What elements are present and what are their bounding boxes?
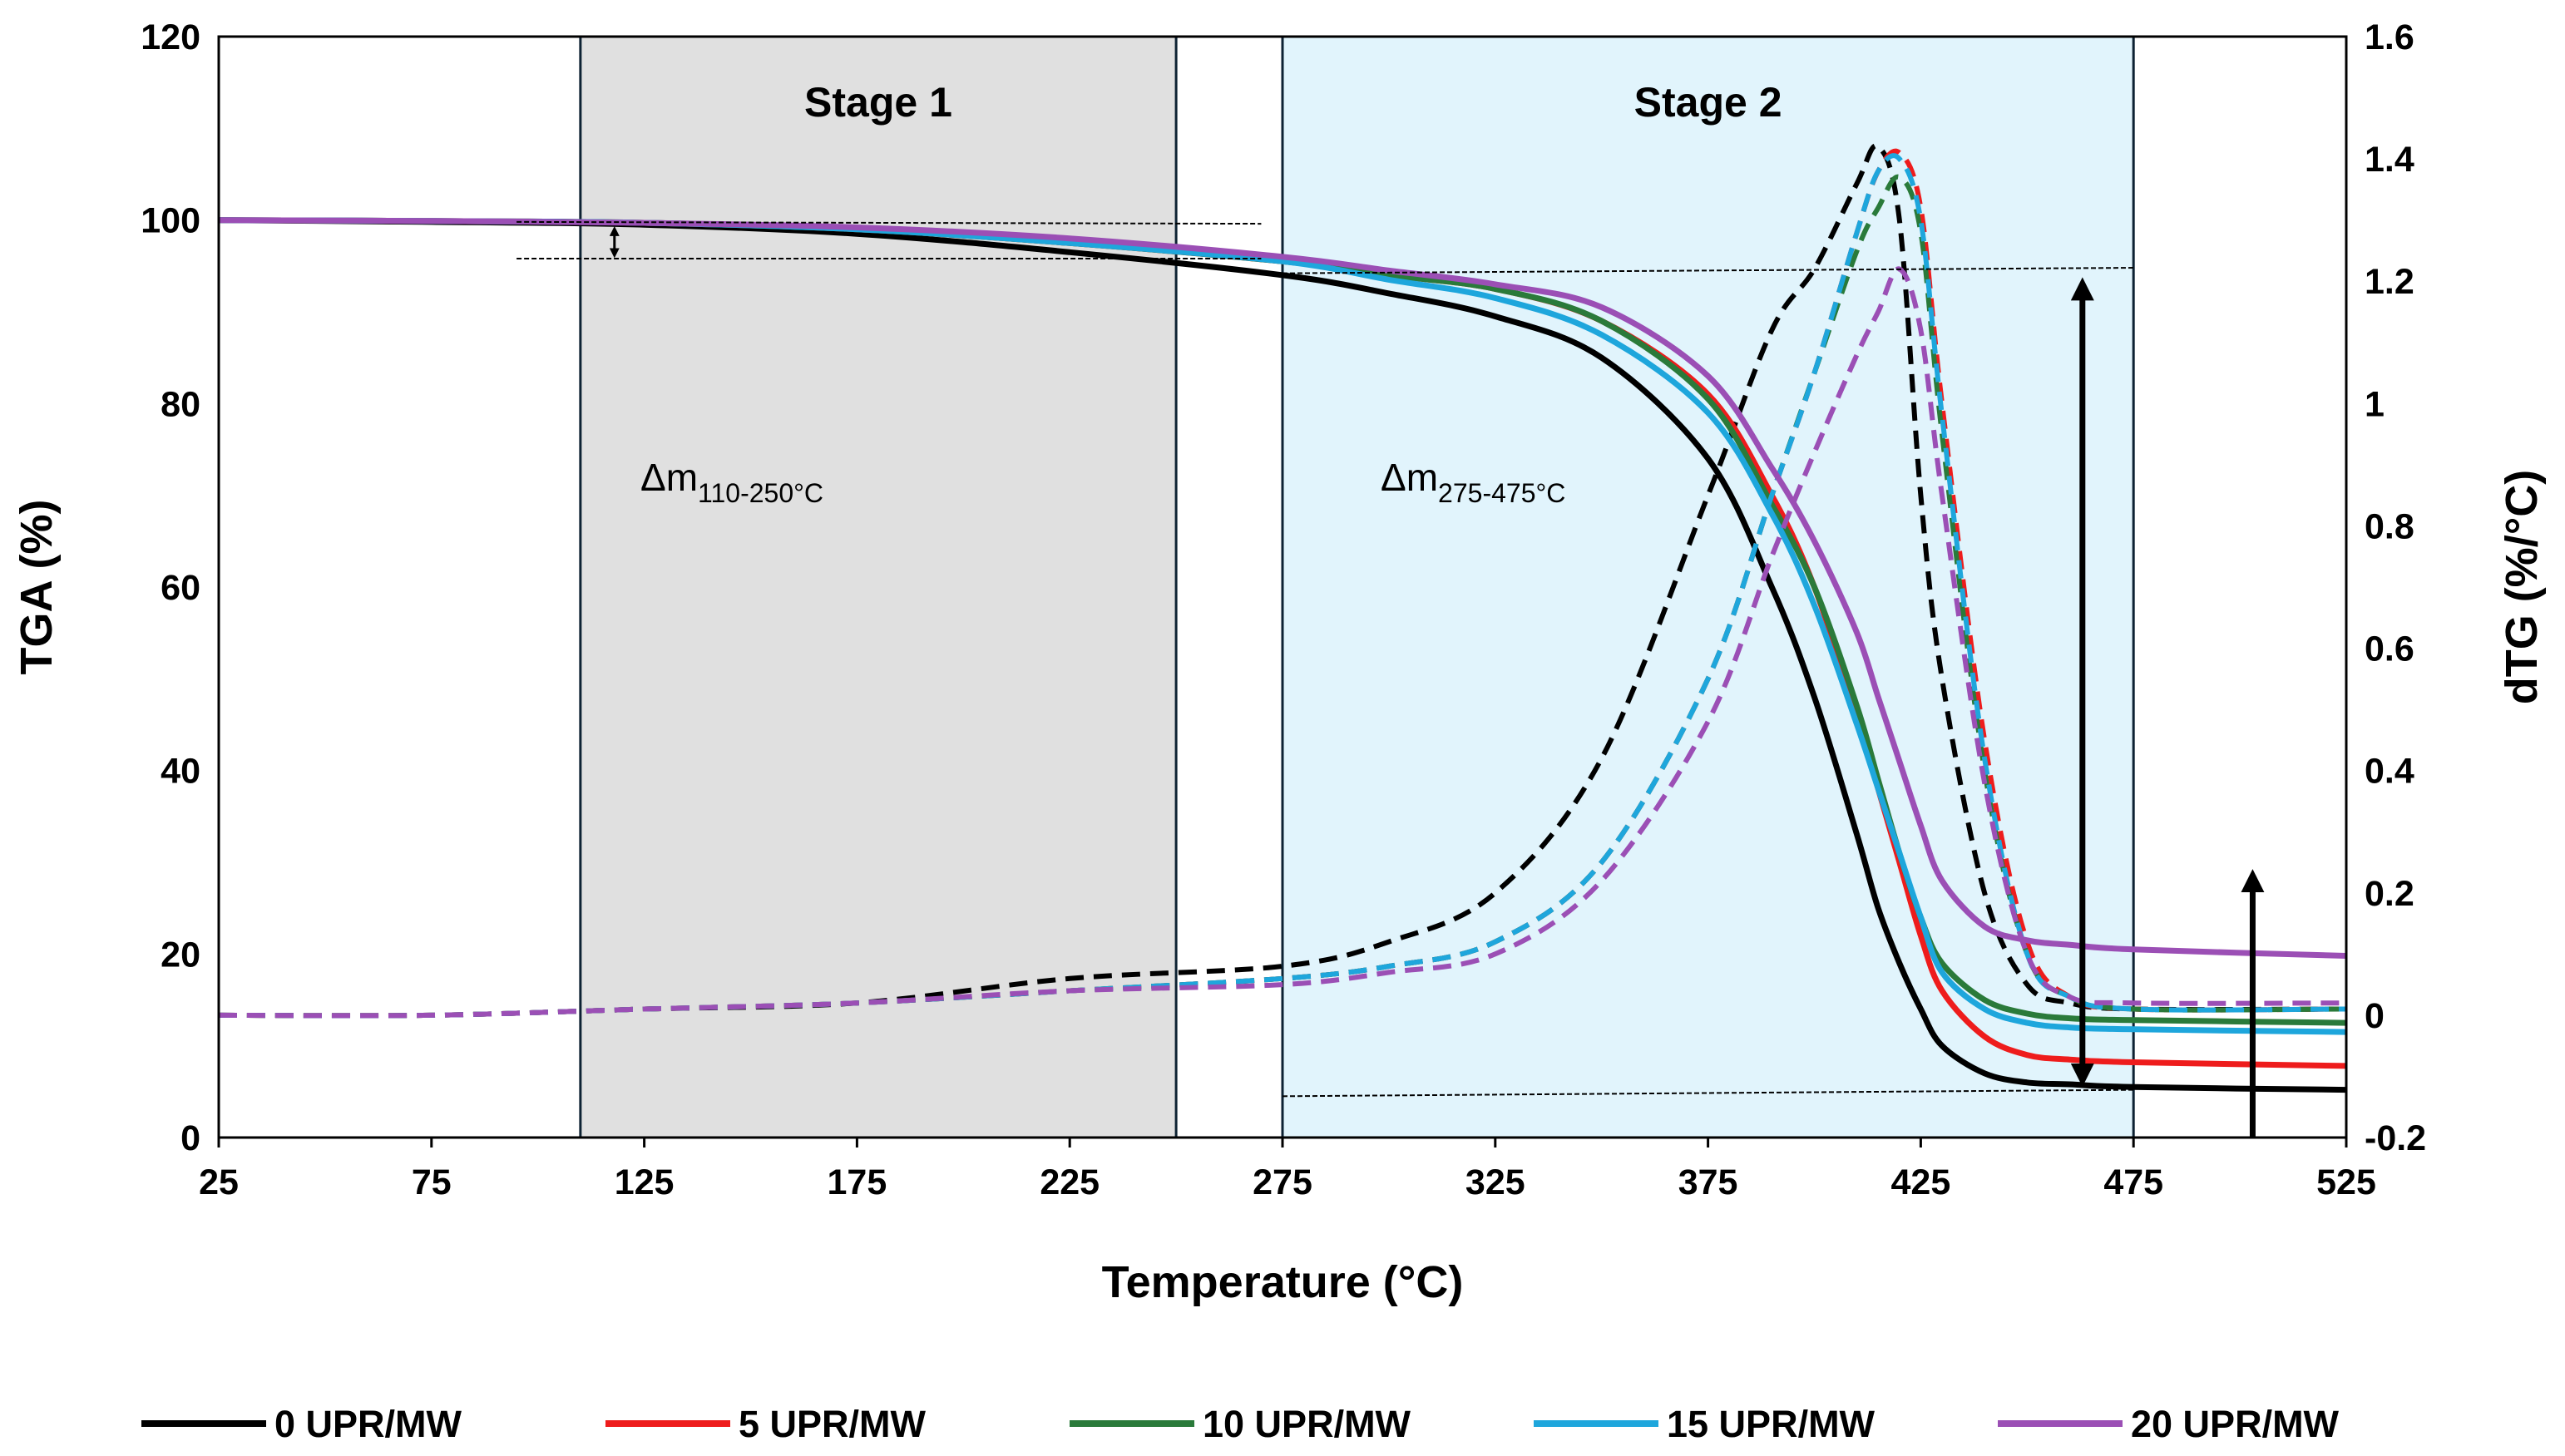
stage-2-region [1281, 35, 2135, 1139]
series-group [218, 143, 2347, 1093]
tga-line-0-upr-mw [218, 217, 2347, 1093]
left-y-tick-label: 80 [161, 384, 200, 424]
mass-loss-annotations [516, 220, 2265, 1138]
legend: 0 UPR/MW 5 UPR/MW 10 UPR/MW 15 UPR/MW 20 UPR… [141, 1403, 2340, 1445]
right-y-axis-title: dTG (%/°C) [2497, 470, 2547, 705]
left-y-axis-ticks: 0 20 40 60 80 100 120 [141, 17, 200, 1158]
right-y-tick-label: 0.2 [2365, 874, 2414, 914]
left-y-tick-label: 20 [161, 935, 200, 975]
stage-1-upper-reference-line [516, 220, 1262, 225]
x-tick-label: 425 [1891, 1162, 1951, 1202]
stage-1-mass-loss-label: Δm110-250°C [640, 456, 823, 508]
stage-2-mass-loss-label: Δm275-475°C [1381, 456, 1565, 508]
tga-line-20-upr-mw [218, 217, 2347, 959]
x-axis-ticks: 25 75 125 175 225 275 325 375 425 475 525 [199, 1138, 2376, 1202]
right-y-tick-label: 0 [2365, 996, 2385, 1036]
x-tick-label: 25 [199, 1162, 239, 1202]
stage-2-title: Stage 2 [1634, 79, 1782, 126]
x-tick-label: 125 [615, 1162, 675, 1202]
x-tick-label: 75 [412, 1162, 452, 1202]
x-tick-label: 475 [2103, 1162, 2163, 1202]
x-tick-label: 225 [1040, 1162, 1100, 1202]
dtg-line-20-upr-mw [218, 266, 2347, 1019]
x-tick-label: 175 [828, 1162, 887, 1202]
stage-1-region [579, 35, 1178, 1139]
x-tick-label: 275 [1253, 1162, 1312, 1202]
right-y-tick-label: 0.8 [2365, 506, 2414, 546]
right-y-tick-label: 0.6 [2365, 629, 2414, 669]
left-y-axis-title: TGA (%) [12, 500, 62, 675]
left-y-tick-label: 40 [161, 752, 200, 792]
dtg-line-15-upr-mw [218, 153, 2347, 1019]
legend-label-10-upr-mw: 10 UPR/MW [1203, 1403, 1411, 1445]
right-y-tick-label: 1.2 [2365, 262, 2414, 302]
right-y-axis-ticks: -0.2 0 0.2 0.4 0.6 0.8 1 1.2 1.4 1.6 [2365, 17, 2426, 1158]
legend-label-0-upr-mw: 0 UPR/MW [274, 1403, 462, 1445]
stage-1-title: Stage 1 [804, 79, 952, 126]
legend-label-5-upr-mw: 5 UPR/MW [739, 1403, 927, 1445]
x-tick-label: 325 [1465, 1162, 1525, 1202]
left-y-tick-label: 120 [141, 17, 200, 57]
right-y-tick-label: 1.6 [2365, 17, 2414, 57]
legend-label-20-upr-mw: 20 UPR/MW [2131, 1403, 2340, 1445]
right-y-tick-label: 0.4 [2365, 752, 2414, 792]
right-y-tick-label: 1 [2365, 384, 2385, 424]
left-y-tick-label: 100 [141, 201, 200, 241]
x-tick-label: 375 [1678, 1162, 1738, 1202]
x-tick-label: 525 [2316, 1162, 2376, 1202]
left-y-tick-label: 60 [161, 568, 200, 608]
left-y-tick-label: 0 [180, 1118, 200, 1158]
x-axis-title: Temperature (°C) [1102, 1257, 1464, 1307]
right-y-tick-label: -0.2 [2365, 1118, 2426, 1158]
legend-label-15-upr-mw: 15 UPR/MW [1667, 1403, 1876, 1445]
right-y-tick-label: 1.4 [2365, 140, 2414, 180]
